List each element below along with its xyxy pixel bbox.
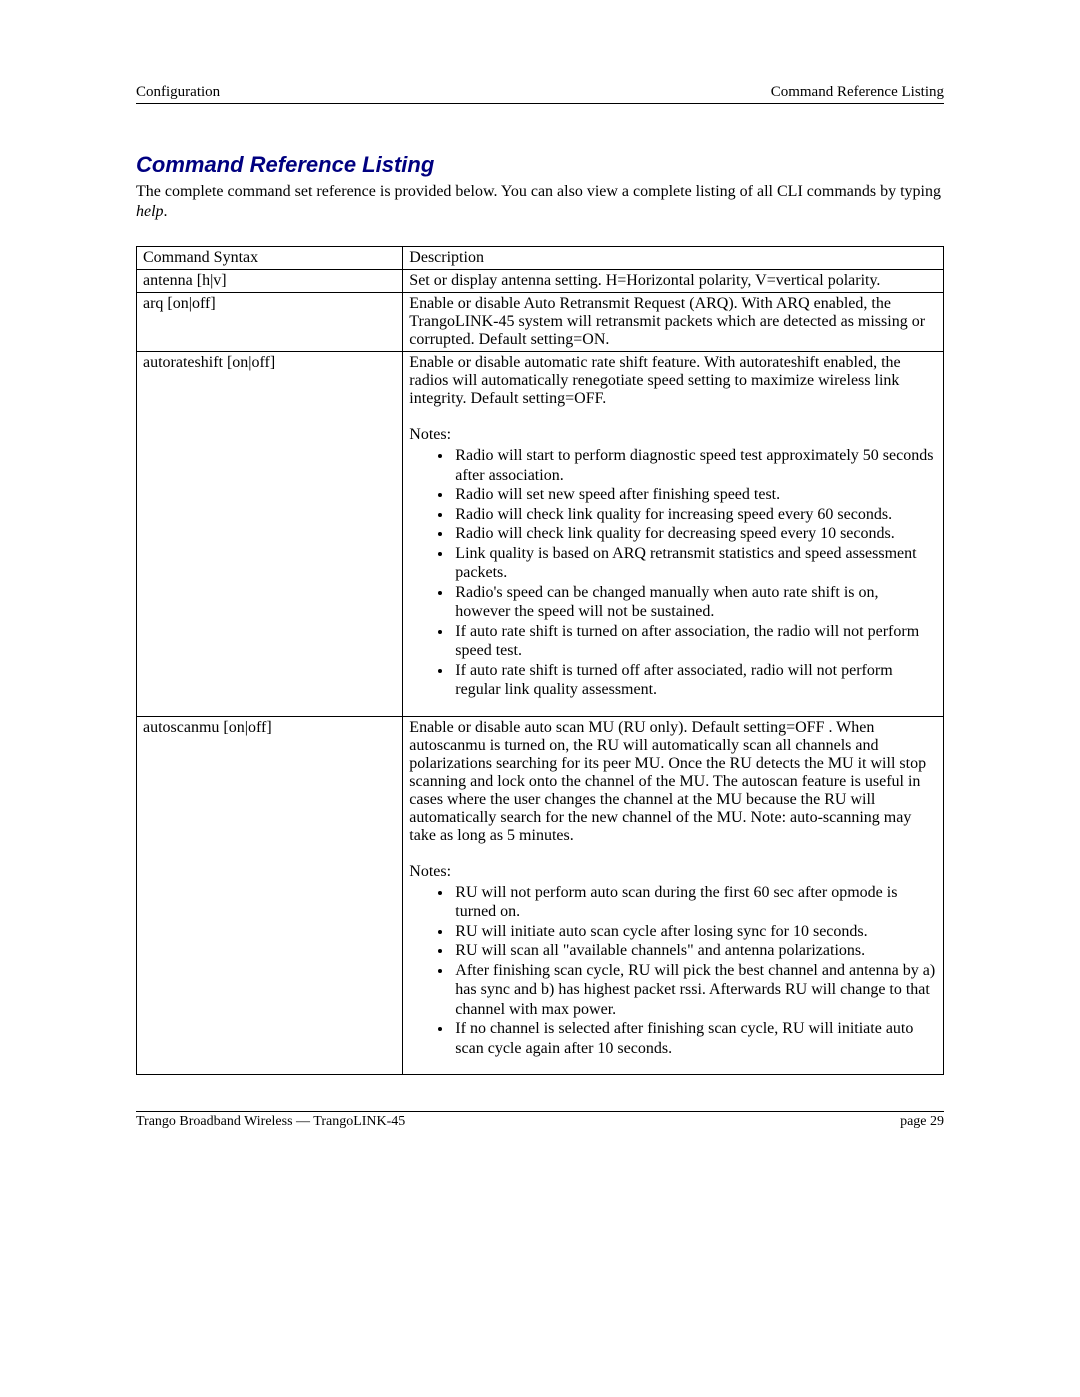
footer-left: Trango Broadband Wireless — TrangoLINK-4… <box>136 1114 405 1130</box>
list-item: After finishing scan cycle, RU will pick… <box>453 961 937 1020</box>
cell-description: Set or display antenna setting. H=Horizo… <box>403 270 944 293</box>
list-item: RU will scan all "available channels" an… <box>453 941 937 961</box>
intro-text-suffix: . <box>164 203 168 220</box>
header-left: Configuration <box>136 84 220 101</box>
notes-label: Notes: <box>409 863 937 881</box>
footer-right: page 29 <box>900 1114 944 1130</box>
page-header: Configuration Command Reference Listing <box>136 84 944 104</box>
list-item: Radio will check link quality for decrea… <box>453 524 937 544</box>
list-item: If auto rate shift is turned on after as… <box>453 622 937 661</box>
table-row: autorateshift [on|off] Enable or disable… <box>137 352 944 717</box>
list-item: RU will initiate auto scan cycle after l… <box>453 922 937 942</box>
list-item: If no channel is selected after finishin… <box>453 1019 937 1058</box>
desc-text: Enable or disable auto scan MU (RU only)… <box>409 719 937 845</box>
header-right: Command Reference Listing <box>771 84 944 101</box>
notes-label: Notes: <box>409 426 937 444</box>
command-table: Command Syntax Description antenna [h|v]… <box>136 246 944 1075</box>
section-title: Command Reference Listing <box>136 152 944 178</box>
page-footer: Trango Broadband Wireless — TrangoLINK-4… <box>136 1111 944 1130</box>
section-intro: The complete command set reference is pr… <box>136 182 944 222</box>
intro-text-prefix: The complete command set reference is pr… <box>136 183 941 200</box>
notes-list: RU will not perform auto scan during the… <box>409 883 937 1059</box>
list-item: Radio will start to perform diagnostic s… <box>453 446 937 485</box>
list-item: Radio will set new speed after finishing… <box>453 485 937 505</box>
table-header-row: Command Syntax Description <box>137 247 944 270</box>
intro-help-word: help <box>136 203 164 220</box>
table-row: autoscanmu [on|off] Enable or disable au… <box>137 716 944 1075</box>
col-header-syntax: Command Syntax <box>137 247 403 270</box>
notes-list: Radio will start to perform diagnostic s… <box>409 446 937 700</box>
cell-syntax: autorateshift [on|off] <box>137 352 403 717</box>
cell-description: Enable or disable Auto Retransmit Reques… <box>403 293 944 352</box>
cell-syntax: autoscanmu [on|off] <box>137 716 403 1075</box>
list-item: Radio will check link quality for increa… <box>453 505 937 525</box>
desc-text: Enable or disable automatic rate shift f… <box>409 354 937 408</box>
cell-description: Enable or disable auto scan MU (RU only)… <box>403 716 944 1075</box>
col-header-description: Description <box>403 247 944 270</box>
table-row: arq [on|off] Enable or disable Auto Retr… <box>137 293 944 352</box>
desc-text: Enable or disable Auto Retransmit Reques… <box>409 295 937 349</box>
cell-syntax: antenna [h|v] <box>137 270 403 293</box>
list-item: Link quality is based on ARQ retransmit … <box>453 544 937 583</box>
list-item: RU will not perform auto scan during the… <box>453 883 937 922</box>
list-item: If auto rate shift is turned off after a… <box>453 661 937 700</box>
list-item: Radio's speed can be changed manually wh… <box>453 583 937 622</box>
cell-description: Enable or disable automatic rate shift f… <box>403 352 944 717</box>
table-row: antenna [h|v] Set or display antenna set… <box>137 270 944 293</box>
desc-text: Set or display antenna setting. H=Horizo… <box>409 272 937 290</box>
cell-syntax: arq [on|off] <box>137 293 403 352</box>
page: Configuration Command Reference Listing … <box>0 0 1080 1170</box>
